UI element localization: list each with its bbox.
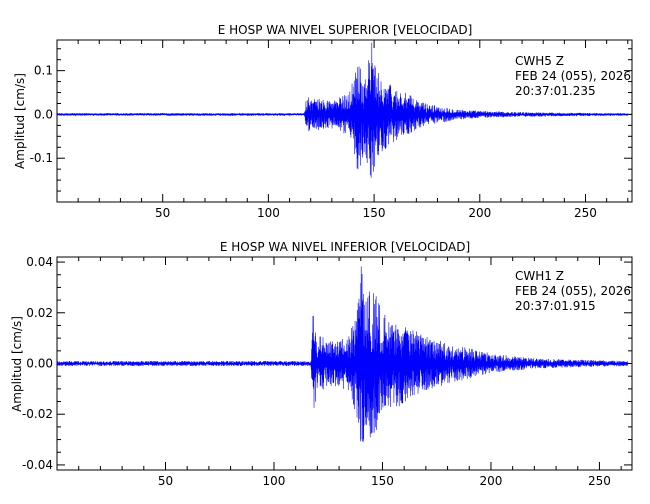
- y-tick-label: 0.0: [34, 107, 53, 121]
- chart-title: E HOSP WA NIVEL INFERIOR [VELOCIDAD]: [220, 240, 470, 254]
- x-tick-label: 200: [468, 206, 491, 220]
- y-axis-label: Amplitud [cm/s]: [13, 73, 27, 169]
- x-tick-label: 250: [574, 206, 597, 220]
- time-label: 20:37:01.235: [515, 84, 596, 98]
- tick-layer: 50 100 150 200 250 0.04 0.02 0.00 -0.02 -0.04: [22, 255, 632, 488]
- date-label: FEB 24 (055), 2026: [515, 284, 631, 298]
- trace-layer: [56, 42, 632, 178]
- tick-layer: 50 100 150 200 250 0.1 0.0 -0.1: [30, 40, 632, 220]
- upper-panel: E HOSP WA NIVEL SUPERIOR [VELOCIDAD] 50 1…: [13, 23, 633, 220]
- x-tick-label: 250: [588, 474, 611, 488]
- y-tick-label: 0.1: [34, 64, 53, 78]
- date-label: FEB 24 (055), 2026: [515, 69, 631, 83]
- y-tick-label: 0.02: [26, 306, 53, 320]
- trace-layer: [56, 266, 632, 442]
- y-tick-label: -0.1: [30, 151, 53, 165]
- lower-panel: E HOSP WA NIVEL INFERIOR [VELOCIDAD] 50 1…: [10, 240, 633, 488]
- waveform-line: [56, 42, 629, 178]
- y-tick-label: 0.00: [26, 357, 53, 371]
- y-axis-label: Amplitud [cm/s]: [10, 316, 24, 412]
- y-tick-label: -0.04: [22, 458, 53, 472]
- x-tick-label: 100: [257, 206, 280, 220]
- y-tick-label: -0.02: [22, 407, 53, 421]
- x-tick-label: 200: [480, 474, 503, 488]
- x-tick-label: 100: [263, 474, 286, 488]
- plot-frame: [56, 39, 633, 203]
- x-tick-label: 150: [371, 474, 394, 488]
- station-label: CWH1 Z: [515, 269, 564, 283]
- chart-title: E HOSP WA NIVEL SUPERIOR [VELOCIDAD]: [218, 23, 473, 37]
- waveform-line: [56, 266, 628, 442]
- y-tick-label: 0.04: [26, 255, 53, 269]
- x-tick-label: 50: [155, 206, 170, 220]
- x-tick-label: 50: [158, 474, 173, 488]
- x-tick-label: 150: [363, 206, 386, 220]
- time-label: 20:37:01.915: [515, 299, 596, 313]
- station-label: CWH5 Z: [515, 54, 564, 68]
